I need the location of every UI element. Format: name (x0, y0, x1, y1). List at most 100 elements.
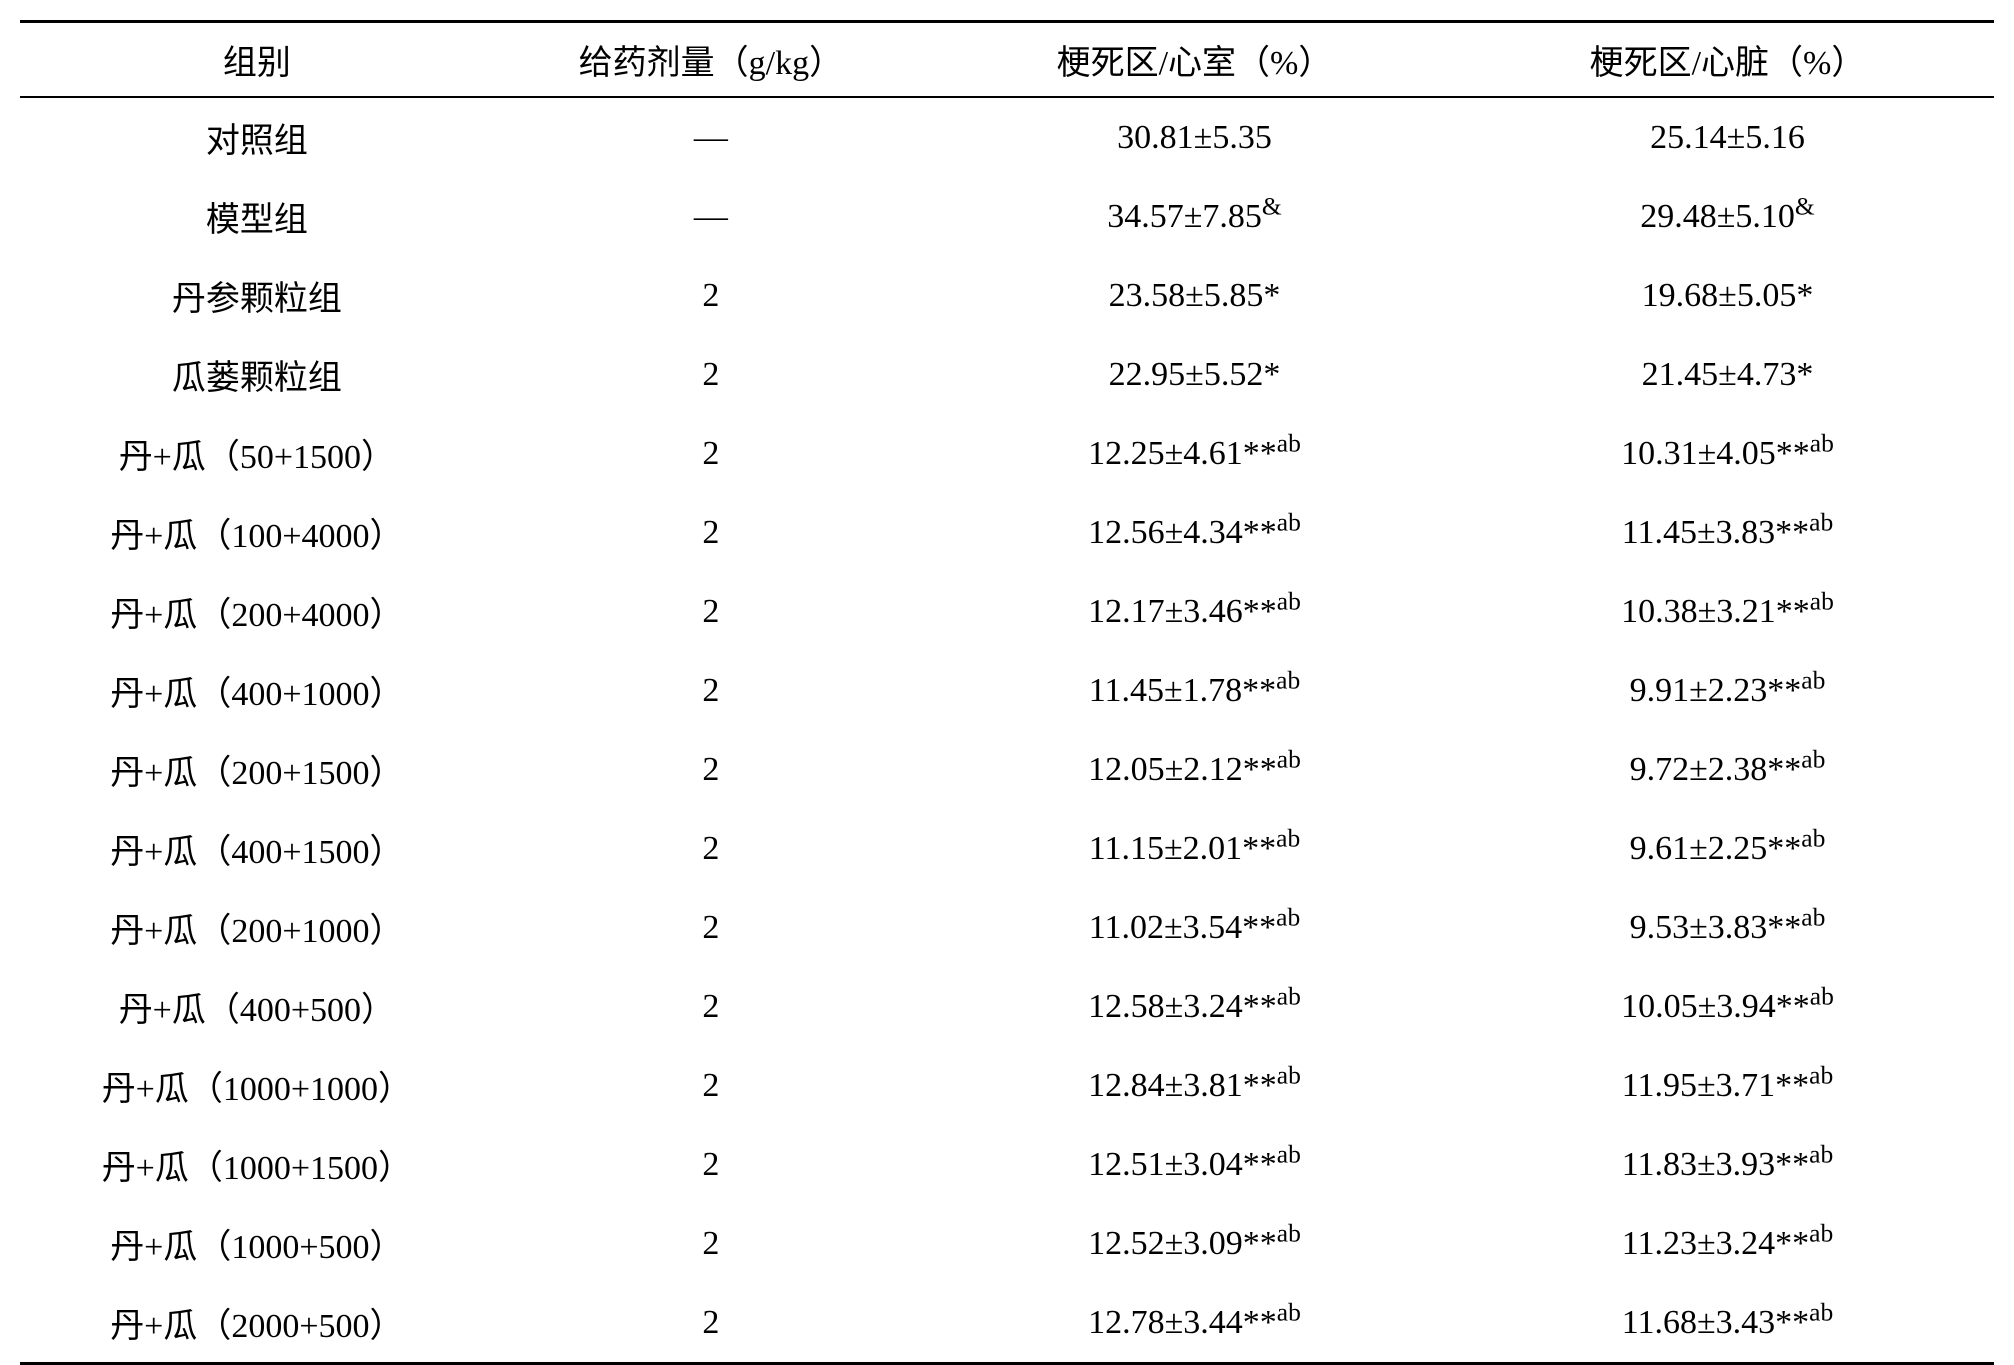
cell-heart: 9.72±2.38**ab (1461, 730, 1994, 809)
cell-ventricle: 12.56±4.34**ab (928, 493, 1461, 572)
cell-ventricle: 34.57±7.85& (928, 177, 1461, 256)
heart-sup: ab (1810, 428, 1834, 457)
table-row: 丹+瓜（1000+1000）212.84±3.81**ab11.95±3.71*… (20, 1046, 1994, 1125)
ventricle-sup: ab (1276, 902, 1300, 931)
cell-dose: 2 (494, 809, 928, 888)
ventricle-value: 12.52±3.09** (1088, 1225, 1277, 1262)
header-group: 组别 (20, 22, 494, 98)
ventricle-value: 12.17±3.46** (1088, 593, 1277, 630)
cell-dose: 2 (494, 651, 928, 730)
ventricle-sup: ab (1276, 823, 1300, 852)
heart-value: 11.83±3.93** (1622, 1146, 1809, 1183)
cell-group: 丹+瓜（50+1500） (20, 414, 494, 493)
heart-sup: ab (1801, 902, 1825, 931)
heart-sup: ab (1809, 1139, 1833, 1168)
heart-value: 11.23±3.24** (1622, 1225, 1809, 1262)
header-ventricle: 梗死区/心室（%） (928, 22, 1461, 98)
table-row: 丹参颗粒组223.58±5.85* 19.68±5.05* (20, 256, 1994, 335)
heart-sup: ab (1801, 665, 1825, 694)
ventricle-sup: ab (1277, 428, 1301, 457)
table-row: 丹+瓜（400+1000）211.45±1.78**ab9.91±2.23**a… (20, 651, 1994, 730)
cell-heart: 9.53±3.83**ab (1461, 888, 1994, 967)
ventricle-value: 12.05±2.12** (1088, 751, 1277, 788)
ventricle-value: 22.95±5.52* (1109, 356, 1281, 393)
cell-heart: 11.83±3.93**ab (1461, 1125, 1994, 1204)
cell-heart: 10.05±3.94**ab (1461, 967, 1994, 1046)
cell-dose: 2 (494, 572, 928, 651)
cell-ventricle: 12.51±3.04**ab (928, 1125, 1461, 1204)
cell-ventricle: 23.58±5.85* (928, 256, 1461, 335)
cell-heart: 25.14±5.16 (1461, 97, 1994, 177)
ventricle-sup: ab (1277, 1139, 1301, 1168)
heart-sup: ab (1809, 1218, 1833, 1247)
heart-sup: ab (1810, 586, 1834, 615)
table-row: 丹+瓜（1000+1500）212.51±3.04**ab11.83±3.93*… (20, 1125, 1994, 1204)
ventricle-value: 30.81±5.35 (1117, 119, 1272, 156)
cell-heart: 9.61±2.25**ab (1461, 809, 1994, 888)
table-row: 对照组—30.81±5.3525.14±5.16 (20, 97, 1994, 177)
cell-ventricle: 11.15±2.01**ab (928, 809, 1461, 888)
heart-value: 9.72±2.38** (1630, 751, 1802, 788)
heart-sup: ab (1801, 823, 1825, 852)
cell-group: 丹+瓜（200+1500） (20, 730, 494, 809)
table-row: 丹+瓜（50+1500）212.25±4.61**ab10.31±4.05**a… (20, 414, 1994, 493)
ventricle-value: 12.78±3.44** (1088, 1304, 1277, 1341)
ventricle-value: 11.45±1.78** (1089, 672, 1276, 709)
cell-ventricle: 12.78±3.44**ab (928, 1283, 1461, 1364)
heart-value: 9.91±2.23** (1630, 672, 1802, 709)
ventricle-value: 11.15±2.01** (1089, 830, 1276, 867)
cell-ventricle: 11.02±3.54**ab (928, 888, 1461, 967)
cell-group: 丹+瓜（2000+500） (20, 1283, 494, 1364)
heart-value: 29.48±5.10 (1640, 198, 1795, 235)
cell-heart: 10.31±4.05**ab (1461, 414, 1994, 493)
cell-group: 丹+瓜（200+1000） (20, 888, 494, 967)
table-row: 瓜蒌颗粒组222.95±5.52*21.45±4.73* (20, 335, 1994, 414)
cell-ventricle: 12.84±3.81**ab (928, 1046, 1461, 1125)
heart-value: 19.68±5.05* (1642, 277, 1814, 314)
cell-ventricle: 12.17±3.46**ab (928, 572, 1461, 651)
cell-group: 丹+瓜（1000+1500） (20, 1125, 494, 1204)
cell-dose: 2 (494, 1125, 928, 1204)
cell-group: 瓜蒌颗粒组 (20, 335, 494, 414)
ventricle-sup: ab (1277, 507, 1301, 536)
heart-sup: ab (1809, 507, 1833, 536)
heart-sup: ab (1810, 981, 1834, 1010)
heart-value: 25.14±5.16 (1650, 119, 1805, 156)
cell-group: 对照组 (20, 97, 494, 177)
ventricle-value: 12.51±3.04** (1088, 1146, 1277, 1183)
cell-dose: 2 (494, 967, 928, 1046)
cell-heart: 21.45±4.73* (1461, 335, 1994, 414)
cell-group: 模型组 (20, 177, 494, 256)
cell-heart: 29.48±5.10& (1461, 177, 1994, 256)
heart-sup: & (1795, 191, 1815, 220)
ventricle-value: 34.57±7.85 (1107, 198, 1262, 235)
heart-sup: ab (1809, 1060, 1833, 1089)
ventricle-sup: ab (1276, 665, 1300, 694)
cell-dose: — (494, 177, 928, 256)
ventricle-sup: ab (1277, 744, 1301, 773)
heart-value: 21.45±4.73* (1642, 356, 1814, 393)
cell-heart: 11.95±3.71**ab (1461, 1046, 1994, 1125)
ventricle-sup: & (1262, 191, 1282, 220)
heart-sup: ab (1801, 744, 1825, 773)
ventricle-sup: ab (1277, 1297, 1301, 1326)
ventricle-sup: ab (1277, 1060, 1301, 1089)
ventricle-value: 12.25±4.61** (1088, 435, 1277, 472)
cell-dose: 2 (494, 414, 928, 493)
cell-heart: 10.38±3.21**ab (1461, 572, 1994, 651)
cell-ventricle: 11.45±1.78**ab (928, 651, 1461, 730)
heart-value: 10.31±4.05** (1621, 435, 1810, 472)
heart-value: 11.45±3.83** (1622, 514, 1809, 551)
heart-value: 11.68±3.43** (1622, 1304, 1809, 1341)
cell-group: 丹+瓜（400+500） (20, 967, 494, 1046)
table-row: 丹+瓜（400+500）212.58±3.24**ab10.05±3.94**a… (20, 967, 1994, 1046)
cell-ventricle: 22.95±5.52* (928, 335, 1461, 414)
table-header-row: 组别 给药剂量（g/kg） 梗死区/心室（%） 梗死区/心脏（%） (20, 22, 1994, 98)
header-dose: 给药剂量（g/kg） (494, 22, 928, 98)
cell-group: 丹参颗粒组 (20, 256, 494, 335)
cell-ventricle: 12.25±4.61**ab (928, 414, 1461, 493)
cell-dose: 2 (494, 256, 928, 335)
table-row: 模型组—34.57±7.85&29.48±5.10& (20, 177, 1994, 256)
table-body: 对照组—30.81±5.3525.14±5.16模型组—34.57±7.85&2… (20, 97, 1994, 1364)
cell-group: 丹+瓜（100+4000） (20, 493, 494, 572)
